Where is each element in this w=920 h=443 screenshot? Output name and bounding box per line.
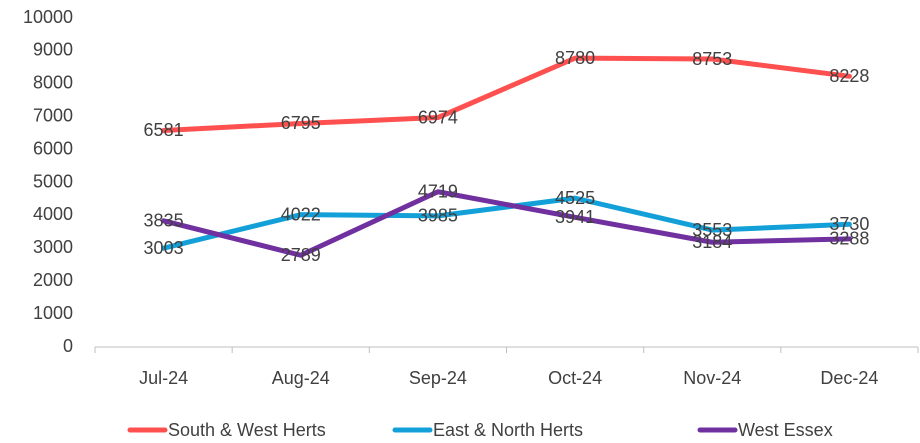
y-tick-label: 2000 xyxy=(33,270,73,290)
y-tick-label: 7000 xyxy=(33,105,73,125)
y-tick-label: 10000 xyxy=(23,7,73,27)
y-tick-label: 1000 xyxy=(33,303,73,323)
data-label: 6974 xyxy=(418,107,458,127)
data-label: 6581 xyxy=(144,120,184,140)
legend-label: South & West Herts xyxy=(168,420,326,440)
data-label: 3730 xyxy=(829,214,869,234)
data-label: 3184 xyxy=(692,232,732,252)
y-tick-label: 9000 xyxy=(33,40,73,60)
data-label: 8228 xyxy=(829,66,869,86)
legend-label: West Essex xyxy=(738,420,833,440)
data-label: 4525 xyxy=(555,188,595,208)
data-label: 3288 xyxy=(829,229,869,249)
x-tick-label: Oct-24 xyxy=(548,368,602,388)
data-label: 8753 xyxy=(692,49,732,69)
y-tick-label: 5000 xyxy=(33,171,73,191)
data-label: 3553 xyxy=(692,220,732,240)
data-label: 3985 xyxy=(418,206,458,226)
y-tick-label: 3000 xyxy=(33,237,73,257)
y-tick-label: 6000 xyxy=(33,138,73,158)
series-line xyxy=(161,189,852,258)
data-label: 3941 xyxy=(555,207,595,227)
y-tick-label: 8000 xyxy=(33,73,73,93)
data-label: 3835 xyxy=(144,211,184,231)
x-tick-label: Dec-24 xyxy=(820,368,878,388)
data-label: 8780 xyxy=(555,48,595,68)
data-label: 4022 xyxy=(281,204,321,224)
y-tick-label: 0 xyxy=(63,336,73,356)
data-label: 6795 xyxy=(281,113,321,133)
x-tick-label: Jul-24 xyxy=(139,368,188,388)
x-tick-label: Aug-24 xyxy=(272,368,330,388)
data-label: 3003 xyxy=(144,238,184,258)
x-tick-label: Nov-24 xyxy=(683,368,741,388)
series-line xyxy=(161,55,852,133)
legend-label: East & North Herts xyxy=(433,420,583,440)
data-label: 2789 xyxy=(281,245,321,265)
data-label: 4719 xyxy=(418,181,458,201)
x-tick-label: Sep-24 xyxy=(409,368,467,388)
y-tick-label: 4000 xyxy=(33,204,73,224)
